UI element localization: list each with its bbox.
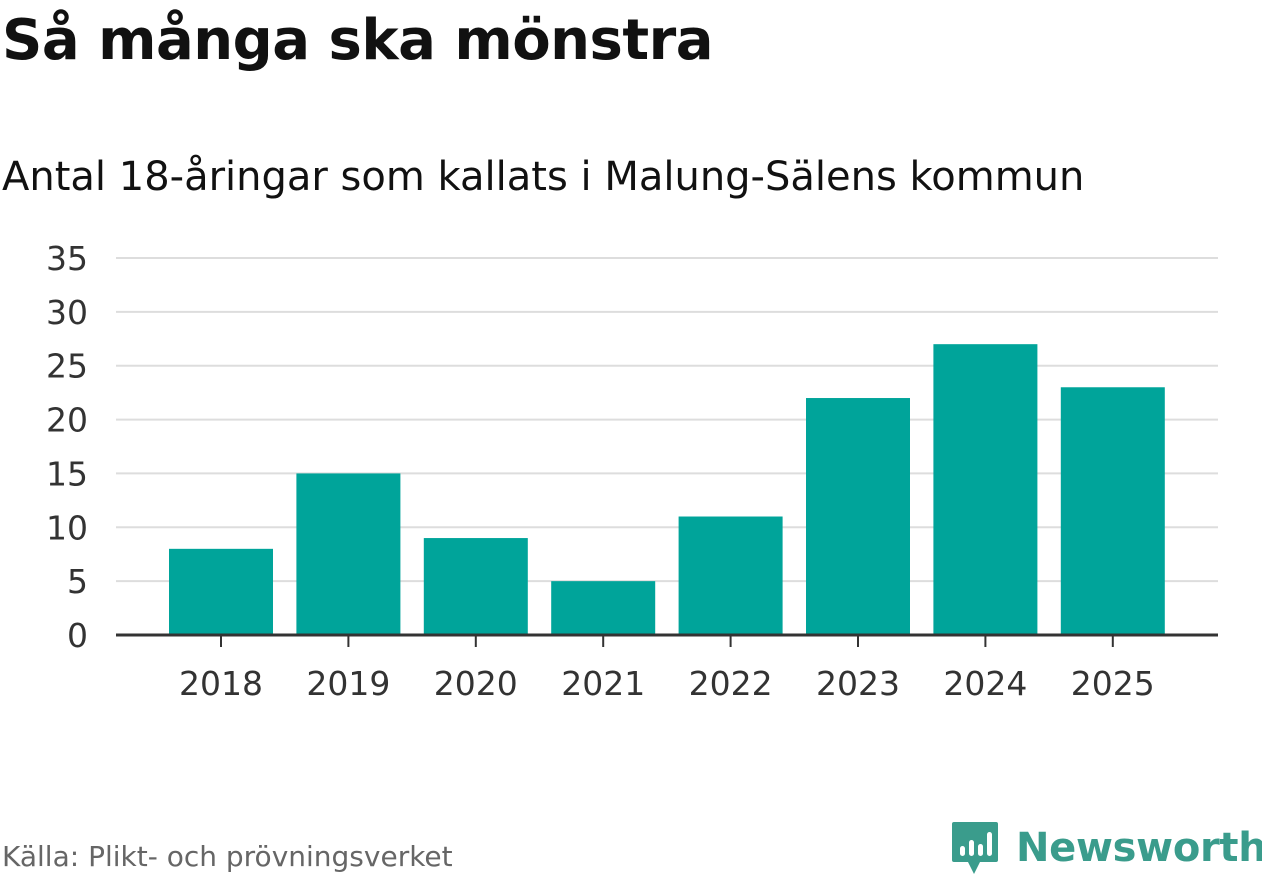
- brand-name: Newsworthy: [1016, 825, 1262, 871]
- x-tick-label: 2018: [179, 664, 263, 703]
- x-tick-label: 2021: [561, 664, 645, 703]
- y-tick-label: 25: [46, 347, 88, 386]
- bar-2020: [423, 538, 528, 635]
- newsworthy-logo-icon: [952, 822, 998, 874]
- x-tick-label: 2019: [306, 664, 390, 703]
- bar-2018: [169, 548, 273, 635]
- x-axis-ticks: 2018 2019 2020 2021 2022 2023 2024 2025: [179, 664, 1155, 703]
- x-tick-label: 2024: [943, 664, 1027, 703]
- bar-2023: [806, 398, 910, 635]
- bar-2024: [933, 344, 1038, 635]
- bar-2019: [296, 473, 401, 635]
- y-tick-label: 30: [46, 293, 88, 332]
- gridlines: [116, 257, 1218, 583]
- bar-2021: [551, 581, 656, 635]
- bar-2022: [678, 516, 783, 635]
- y-tick-label: 10: [46, 508, 88, 547]
- y-axis-ticks: 0 5 10 15 20 25 30 35: [46, 239, 88, 655]
- newsworthy-logo[interactable]: Newsworthy: [950, 820, 1262, 876]
- source-note: Källa: Plikt- och prövningsverket: [2, 840, 453, 873]
- y-tick-label: 35: [46, 239, 88, 278]
- x-tick-label: 2025: [1071, 664, 1155, 703]
- y-tick-label: 15: [46, 454, 88, 493]
- y-tick-label: 0: [67, 616, 88, 655]
- x-tick-label: 2020: [434, 664, 518, 703]
- bar-2025: [1060, 387, 1165, 635]
- chart-title: Så många ska mönstra: [2, 8, 714, 73]
- y-tick-label: 20: [46, 401, 88, 440]
- chart-subtitle: Antal 18-åringar som kallats i Malung-Sä…: [2, 154, 1085, 200]
- bars: [169, 344, 1165, 635]
- x-tick-label: 2022: [689, 664, 773, 703]
- x-tick-label: 2023: [816, 664, 900, 703]
- y-tick-label: 5: [67, 562, 88, 601]
- x-axis: [116, 633, 1218, 647]
